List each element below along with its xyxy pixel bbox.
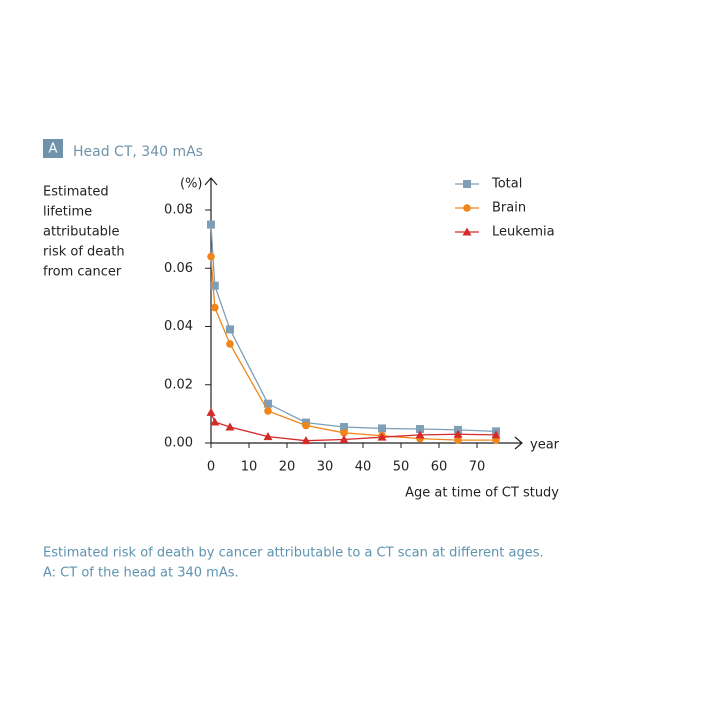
y-unit: (%) (180, 177, 203, 192)
data-point (302, 421, 310, 430)
y-axis-label: lifetime (43, 205, 92, 220)
x-tick-label: 70 (469, 460, 486, 475)
x-tick-label: 20 (279, 460, 296, 475)
x-axis-label: Age at time of CT study (405, 486, 559, 501)
chart-title: Head CT, 340 mAs (73, 144, 203, 160)
panel-badge (43, 139, 63, 158)
legend-marker (463, 204, 471, 212)
data-point (206, 407, 216, 416)
data-point (210, 281, 219, 290)
data-point (263, 432, 273, 441)
series-line (210, 224, 497, 432)
panel-label: A (49, 142, 58, 157)
data-point (301, 436, 311, 445)
x-tick-label: 40 (355, 460, 372, 475)
data-point (340, 429, 348, 437)
data-point (415, 430, 425, 439)
data-point (416, 425, 424, 434)
data-point (207, 252, 215, 261)
x-axis (211, 436, 523, 450)
data-point (225, 422, 235, 431)
data-point (378, 424, 386, 433)
data-point (339, 435, 349, 444)
data-point (210, 417, 220, 426)
data-point (226, 340, 234, 348)
y-axis-label: attributable (43, 225, 120, 240)
x-unit: year (530, 438, 560, 453)
x-tick-label: 30 (317, 460, 334, 475)
legend-label: Brain (492, 201, 526, 216)
data-point (207, 220, 215, 229)
legend-label: Total (491, 177, 522, 192)
legend-marker (463, 180, 471, 188)
data-point (264, 407, 272, 415)
x-tick-label: 50 (393, 460, 410, 475)
series-line (210, 256, 496, 441)
y-axis-label: Estimated (43, 185, 109, 200)
legend-label: Leukemia (492, 225, 555, 240)
data-point (264, 399, 272, 408)
legend-marker (462, 227, 472, 236)
data-point (211, 303, 219, 312)
y-tick-label: 0.04 (164, 319, 193, 334)
y-tick-label: 0.08 (164, 203, 193, 218)
data-point (340, 422, 348, 431)
y-tick-label: 0.00 (164, 436, 193, 451)
data-point (491, 430, 501, 439)
caption: Estimated risk of death by cancer attrib… (43, 546, 544, 561)
y-axis-label: risk of death (43, 245, 125, 260)
x-tick-label: 10 (241, 460, 258, 475)
data-point (453, 429, 463, 438)
caption: A: CT of the head at 340 mAs. (43, 566, 239, 581)
x-tick-label: 0 (207, 460, 215, 475)
data-point (454, 436, 462, 444)
x-tick-label: 60 (431, 460, 448, 475)
data-point (377, 432, 387, 441)
y-axis-label: from cancer (43, 265, 122, 280)
y-tick-label: 0.06 (164, 261, 193, 276)
series-line (210, 412, 497, 442)
data-point (226, 325, 234, 334)
y-tick-label: 0.02 (164, 377, 193, 392)
